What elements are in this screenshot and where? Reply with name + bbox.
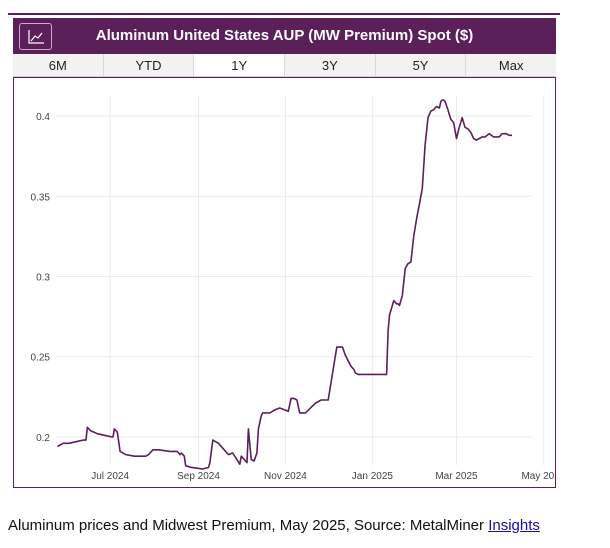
range-tabs: 6M YTD 1Y 3Y 5Y Max [13,54,556,77]
line-chart-icon [27,29,44,44]
tab-3y[interactable]: 3Y [285,54,376,76]
line-chart: 0.2 0.25 0.3 0.35 0.4 Jul 2024 Sep 2024 Nov 20… [31,96,566,482]
x-tick-label: Mar 2025 [435,471,478,482]
insights-link[interactable]: Insights [488,517,540,534]
chart-header: Aluminum United States AUP (MW Premium) … [13,18,556,54]
caption-text: Aluminum prices and Midwest Premium, May… [8,517,489,534]
series-line [57,99,512,470]
plot-area: 0.2 0.25 0.3 0.35 0.4 Jul 2024 Sep 2024 Nov 20… [13,77,566,488]
tab-ytd[interactable]: YTD [104,54,195,76]
y-tick-label: 0.2 [36,433,50,444]
tab-5y[interactable]: 5Y [376,54,467,76]
x-tick-label: Jul 2024 [91,471,129,482]
y-tick-label: 0.35 [31,192,51,203]
chart-type-button[interactable] [19,23,52,50]
tab-6m[interactable]: 6M [13,54,104,76]
y-tick-label: 0.3 [36,272,50,283]
top-divider [8,13,560,15]
tab-max[interactable]: Max [498,58,524,73]
y-tick-label: 0.4 [36,112,50,123]
x-tick-label: Jan 2025 [352,471,394,482]
chart-title: Aluminum United States AUP (MW Premium) … [95,27,474,44]
figure-caption: Aluminum prices and Midwest Premium, May… [8,517,540,534]
tab-1y[interactable]: 1Y [194,54,286,76]
x-tick-label: May 2025 [521,471,555,482]
x-tick-label: Sep 2024 [177,471,220,482]
y-tick-label: 0.25 [31,353,51,364]
chart-widget: Aluminum United States AUP (MW Premium) … [13,18,566,488]
x-tick-label: Nov 2024 [264,471,307,482]
